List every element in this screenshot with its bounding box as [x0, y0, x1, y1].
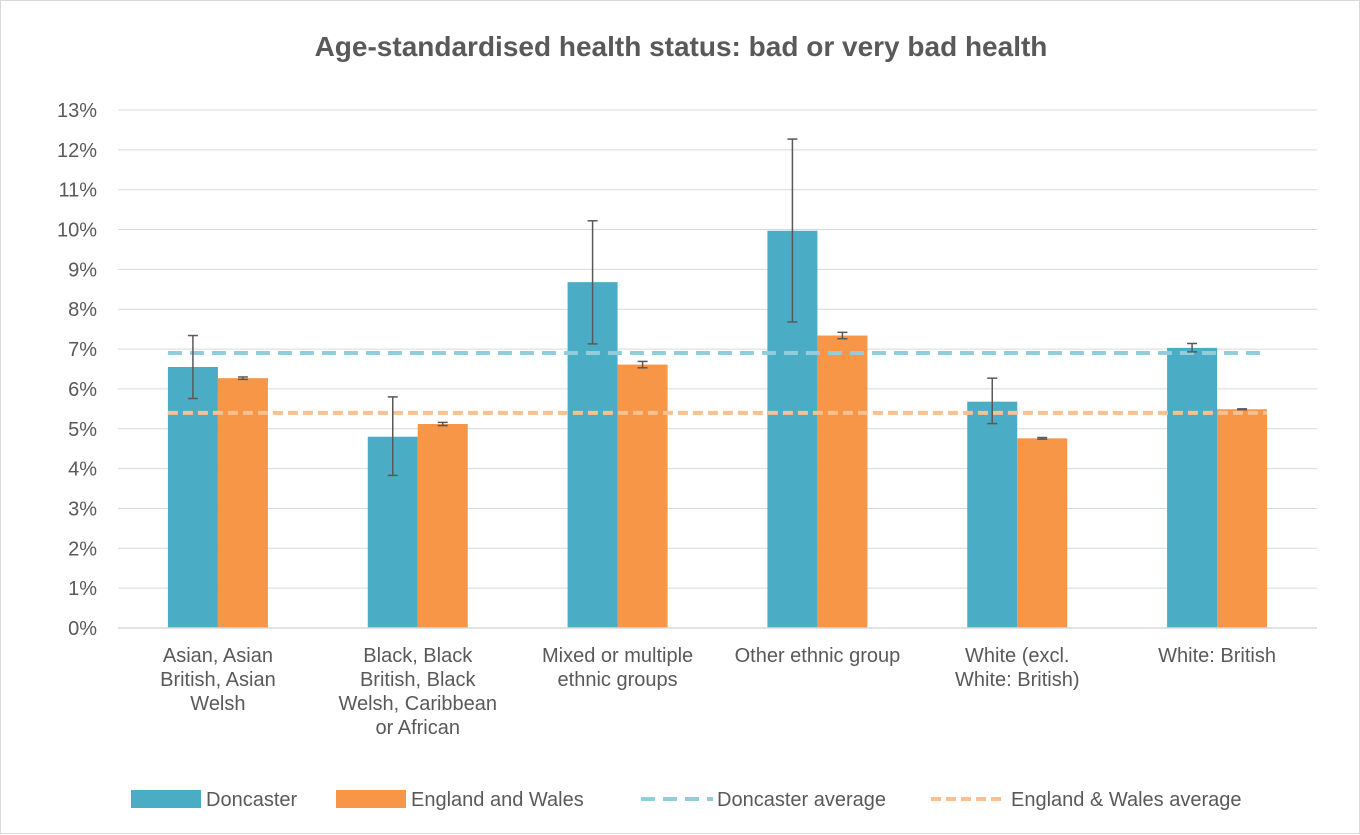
y-tick-label: 2% — [68, 538, 97, 560]
bar-doncaster — [1167, 347, 1218, 628]
x-category-label: Mixed or multiple ethnic groups — [542, 645, 693, 691]
y-tick-label: 5% — [68, 419, 97, 441]
legend-label-england-wales: England and Wales — [411, 789, 584, 811]
y-tick-label: 10% — [57, 220, 97, 242]
y-tick-label: 12% — [57, 140, 97, 162]
bar-england-wales — [617, 364, 668, 628]
bar-doncaster — [967, 401, 1018, 628]
legend-swatch-england-wales — [336, 790, 406, 808]
bar-england-wales — [817, 335, 868, 628]
x-category-label: Other ethnic group — [735, 645, 901, 667]
error-bars — [187, 138, 1248, 477]
bar-doncaster — [167, 367, 218, 628]
y-tick-label: 3% — [68, 498, 97, 520]
y-tick-label: 13% — [57, 100, 97, 122]
bar-england-wales — [1017, 438, 1068, 628]
y-tick-label: 1% — [68, 578, 97, 600]
reference-lines — [167, 351, 1268, 415]
x-category-label: Asian, Asian British, Asian Welsh — [160, 645, 276, 715]
y-tick-label: 9% — [68, 259, 97, 281]
y-tick-label: 8% — [68, 299, 97, 321]
y-tick-label: 11% — [58, 180, 97, 202]
x-category-label: White (excl. White: British) — [955, 645, 1079, 691]
bars — [167, 230, 1268, 629]
bar-england-wales — [217, 378, 268, 628]
gridlines — [118, 109, 1317, 589]
y-tick-label: 0% — [68, 618, 97, 640]
chart-title: Age-standardised health status: bad or v… — [314, 31, 1048, 62]
legend-label-doncaster-average: Doncaster average — [717, 789, 886, 811]
bar-england-wales — [417, 423, 468, 628]
legend-label-england-wales-average: England & Wales average — [1011, 789, 1242, 811]
x-category-label: Black, Black British, Black Welsh, Caribbe… — [338, 645, 497, 739]
y-tick-label: 4% — [68, 459, 97, 481]
legend-label-doncaster: Doncaster — [206, 789, 297, 811]
y-axis-ticks: 0% 1% 2% 3% 4% 5% 6% 7% 8% 9% 10% 11% 12% 13% — [57, 100, 97, 640]
x-category-label: White: British — [1158, 645, 1276, 667]
bar-england-wales — [1217, 409, 1268, 628]
y-tick-label: 7% — [68, 339, 97, 361]
x-axis-categories: Asian, Asian British, Asian Welsh Black, Bl… — [160, 645, 1276, 739]
legend: Doncaster England and Wales Doncaster aver… — [131, 789, 1242, 811]
legend-swatch-doncaster — [131, 790, 201, 808]
y-tick-label: 6% — [68, 379, 97, 401]
